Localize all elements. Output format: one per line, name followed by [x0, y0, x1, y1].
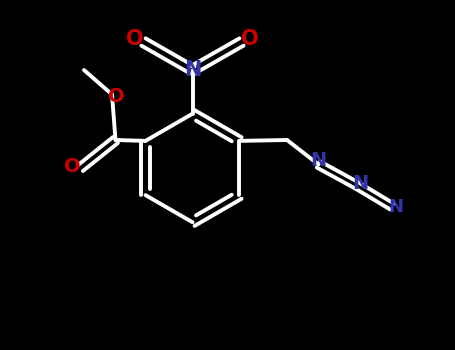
Text: O: O — [126, 29, 144, 49]
Text: N: N — [310, 151, 327, 170]
Text: O: O — [65, 157, 81, 176]
Text: N: N — [352, 174, 369, 193]
Text: N: N — [184, 60, 201, 80]
Text: N: N — [388, 197, 403, 216]
Text: O: O — [108, 87, 125, 106]
Text: O: O — [242, 29, 259, 49]
